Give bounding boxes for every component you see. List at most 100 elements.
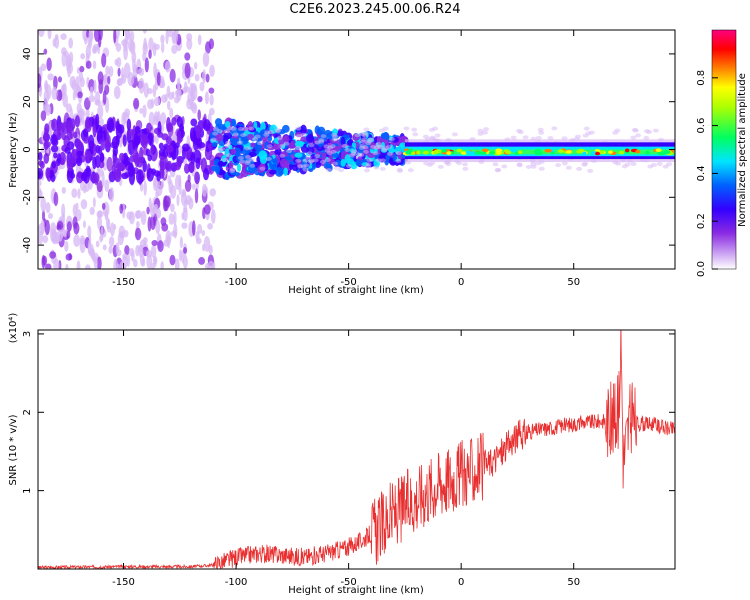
spectrogram-cell (214, 133, 224, 142)
spectrogram-cell (203, 119, 211, 132)
spectrogram-cell (85, 60, 92, 69)
spectrogram-cell (44, 82, 48, 92)
spectrogram-cell (146, 253, 153, 269)
spectrogram-cell (38, 151, 43, 161)
spectrogram-cell (379, 166, 386, 171)
spectrogram-cell (461, 162, 468, 167)
spectrogram-cell (60, 33, 67, 40)
spectrogram-cell (77, 91, 83, 99)
spectrogram-cell (156, 171, 161, 182)
spectrogram-cell (197, 96, 203, 103)
spectrogram-cell (132, 58, 136, 73)
spectrogram-cell (355, 159, 362, 167)
spectrogram-cell (80, 199, 88, 210)
spectrogram-cell (151, 240, 158, 247)
spectrogram-cell (155, 219, 161, 235)
spectrogram-cell (51, 118, 58, 132)
spectrogram-cell (209, 64, 215, 77)
spectrogram-cell (208, 244, 213, 255)
spectrogram-cell (494, 168, 501, 173)
spectrogram-cell (331, 132, 338, 137)
spectrogram-cell (184, 62, 191, 79)
spectrogram-cell (375, 158, 382, 163)
spectrogram-cell (184, 52, 191, 61)
spectrogram-cell (47, 73, 54, 81)
spectrogram-cell (242, 126, 249, 131)
spectrogram-cell (147, 216, 152, 232)
snr-x-ticks: -150 -100 -50 0 50 (112, 330, 580, 588)
spectrogram-cell (117, 77, 124, 86)
spectrogram-cell (77, 188, 81, 199)
spectrogram-cell (185, 194, 192, 205)
spectrogram-cell (317, 126, 326, 136)
spectrogram-cell (69, 172, 76, 179)
spectrogram-cell (183, 246, 187, 254)
spectrogram-cell (44, 263, 52, 269)
spectrogram-cell (193, 61, 198, 70)
spectrogram-cell (351, 149, 358, 154)
spectrogram-cell (160, 34, 165, 44)
spectrogram-cell (186, 98, 194, 110)
spectrogram-cell (248, 151, 257, 158)
spectrogram-cell (181, 212, 185, 220)
spectrogram-cell (57, 227, 63, 242)
spectrogram-cell (324, 157, 331, 162)
spectrogram-cell (214, 164, 221, 175)
spectrogram-cell (89, 86, 94, 96)
spectrogram-cell (42, 209, 46, 222)
spectrogram-cell (269, 169, 277, 175)
spectrogram-cell (95, 144, 100, 154)
spectrogram-cell (308, 143, 315, 148)
snr-y-ticks: 1 2 3 (22, 331, 675, 494)
spectrogram-cell (123, 156, 131, 166)
spectrogram-cell (128, 162, 134, 171)
spectrogram-cell (630, 162, 637, 167)
spectrogram-cell (92, 60, 97, 70)
spectrogram-cell (165, 144, 174, 153)
spectrogram-cell (56, 220, 64, 230)
spectrogram-cell (399, 142, 407, 148)
spectrogram-cell (156, 208, 162, 219)
spectrogram-cell (119, 152, 125, 162)
spectrogram-cell (134, 132, 139, 148)
spectrogram-cell (83, 134, 90, 144)
spectrogram-cell (153, 111, 159, 123)
spectrogram-cell (100, 226, 104, 242)
spectrogram-cell (57, 76, 62, 83)
spectrogram-cell (38, 30, 45, 38)
spectrogram-cell (662, 164, 669, 169)
spectrogram-cell (240, 133, 247, 138)
figure-title: C2E6.2023.245.00.06.R24 (289, 2, 461, 17)
spectrogram-cell (332, 161, 339, 166)
spectrogram-cell (538, 130, 545, 135)
spectrogram-cell (194, 188, 199, 204)
spectrogram-cell (236, 163, 242, 172)
spectrogram-cell (44, 219, 50, 236)
spectrogram-cell (275, 127, 282, 132)
spectrogram-cell (119, 203, 124, 214)
spectrogram-y-label: Frequency (Hz) (8, 112, 19, 188)
spectrogram-cell (194, 171, 200, 185)
spectrogram-cell (40, 63, 47, 72)
spectrogram-cell (146, 167, 155, 182)
spectrogram-cell (222, 157, 229, 162)
spectrogram-cell (164, 196, 171, 208)
spectrogram-cell (104, 208, 109, 221)
spectrogram-cell (456, 148, 463, 153)
spectrogram-cell (121, 39, 128, 47)
spectrogram-cell (282, 124, 290, 133)
spectrogram-cell (296, 133, 303, 138)
spectrogram-cell (160, 79, 164, 86)
spectrogram-cell (146, 122, 152, 133)
spectrogram-cell (373, 145, 380, 150)
spectrogram-cell (407, 168, 414, 173)
spectrogram-cell (363, 127, 370, 132)
spectrogram-cell (303, 163, 310, 168)
spectrogram-cell (432, 150, 439, 155)
spectrogram-cell (386, 151, 393, 156)
spectrogram-cell (489, 151, 496, 155)
snr-y-tick-label: 3 (22, 331, 33, 337)
spectrogram-cell (437, 164, 444, 169)
spectrogram-cell (208, 87, 215, 94)
